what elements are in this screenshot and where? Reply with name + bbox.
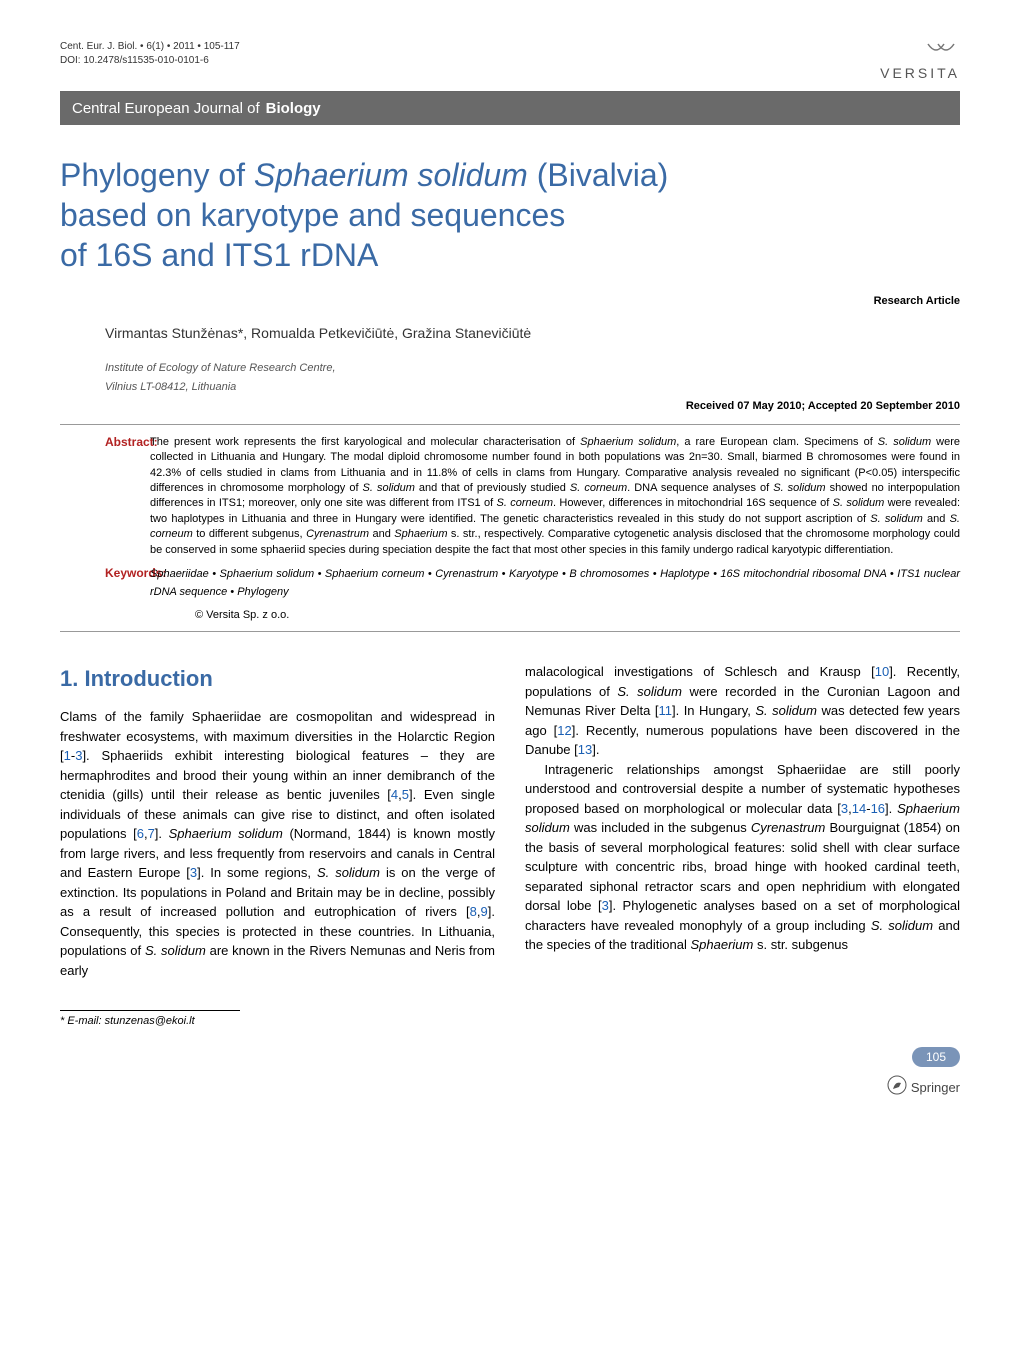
title-line1-pre: Phylogeny of [60,157,254,193]
ref-link[interactable]: 7 [148,826,155,841]
ref-link[interactable]: 14 [852,801,866,816]
ref-link[interactable]: 5 [402,787,409,802]
authors: Virmantas Stunžėnas*, Romualda Petkeviči… [60,325,960,341]
dates: Received 07 May 2010; Accepted 20 Septem… [60,400,960,412]
ref-link[interactable]: 12 [557,723,571,738]
springer-horse-icon [887,1075,907,1100]
title-line3: of 16S and ITS1 rDNA [60,237,378,273]
ref-link[interactable]: 3 [190,865,197,880]
corresponding-footnote: * E-mail: stunzenas@ekoi.lt [60,1015,960,1027]
abstract-box: Abstract: The present work represents th… [60,424,960,632]
title-line1-post: (Bivalvia) [528,157,668,193]
springer-text: Springer [911,1080,960,1095]
paragraph-left: Clams of the family Sphaeriidae are cosm… [60,707,495,980]
publisher-name: VERSITA [880,65,960,81]
page-header: Cent. Eur. J. Biol. • 6(1) • 2011 • 105-… [60,40,960,83]
ref-link[interactable]: 16 [871,801,885,816]
ref-link[interactable]: 8 [470,904,477,919]
body-columns: 1. Introduction Clams of the family Spha… [60,662,960,980]
ref-link[interactable]: 6 [137,826,144,841]
versita-icon [924,40,960,63]
paragraph-right-2: Intrageneric relationships amongst Sphae… [525,760,960,955]
banner-bold: Biology [266,100,321,117]
ref-link[interactable]: 3 [602,898,609,913]
ref-link[interactable]: 4 [391,787,398,802]
title-line1-italic: Sphaerium solidum [254,157,528,193]
copyright: © Versita Sp. z o.o. [60,609,960,621]
banner-prefix: Central European Journal of [72,100,260,117]
section-heading: 1. Introduction [60,662,495,695]
journal-banner: Central European Journal of Biology [60,92,960,125]
springer-logo: Springer [60,1075,960,1100]
ref-link[interactable]: 3 [75,748,82,763]
ref-link[interactable]: 1 [64,748,71,763]
keywords-text: Sphaeriidae • Sphaerium solidum • Sphaer… [150,566,960,601]
publisher-logo: VERSITA [880,40,960,83]
title-line2: based on karyotype and sequences [60,197,565,233]
left-column: 1. Introduction Clams of the family Spha… [60,662,495,980]
article-type: Research Article [60,295,960,307]
ref-link[interactable]: 11 [658,703,672,718]
article-title: Phylogeny of Sphaerium solidum (Bivalvia… [60,155,960,275]
doi-text: DOI: 10.2478/s11535-010-0101-6 [60,54,240,68]
page-footer: 105 [60,1047,960,1067]
ref-link[interactable]: 10 [875,664,889,679]
keywords-label: Keywords: [60,566,150,601]
right-column: malacological investigations of Schlesch… [525,662,960,980]
ref-link[interactable]: 9 [481,904,488,919]
paragraph-right-1: malacological investigations of Schlesch… [525,662,960,760]
ref-link[interactable]: 3 [841,801,848,816]
citation-block: Cent. Eur. J. Biol. • 6(1) • 2011 • 105-… [60,40,240,68]
footnote-rule [60,1010,240,1011]
citation-text: Cent. Eur. J. Biol. • 6(1) • 2011 • 105-… [60,40,240,54]
abstract-text: The present work represents the first ka… [150,435,960,558]
ref-link[interactable]: 13 [578,742,592,757]
abstract-label: Abstract: [60,435,150,558]
affiliation-line2: Vilnius LT-08412, Lithuania [60,380,960,395]
affiliation-line1: Institute of Ecology of Nature Research … [60,361,960,376]
page-number: 105 [912,1047,960,1067]
